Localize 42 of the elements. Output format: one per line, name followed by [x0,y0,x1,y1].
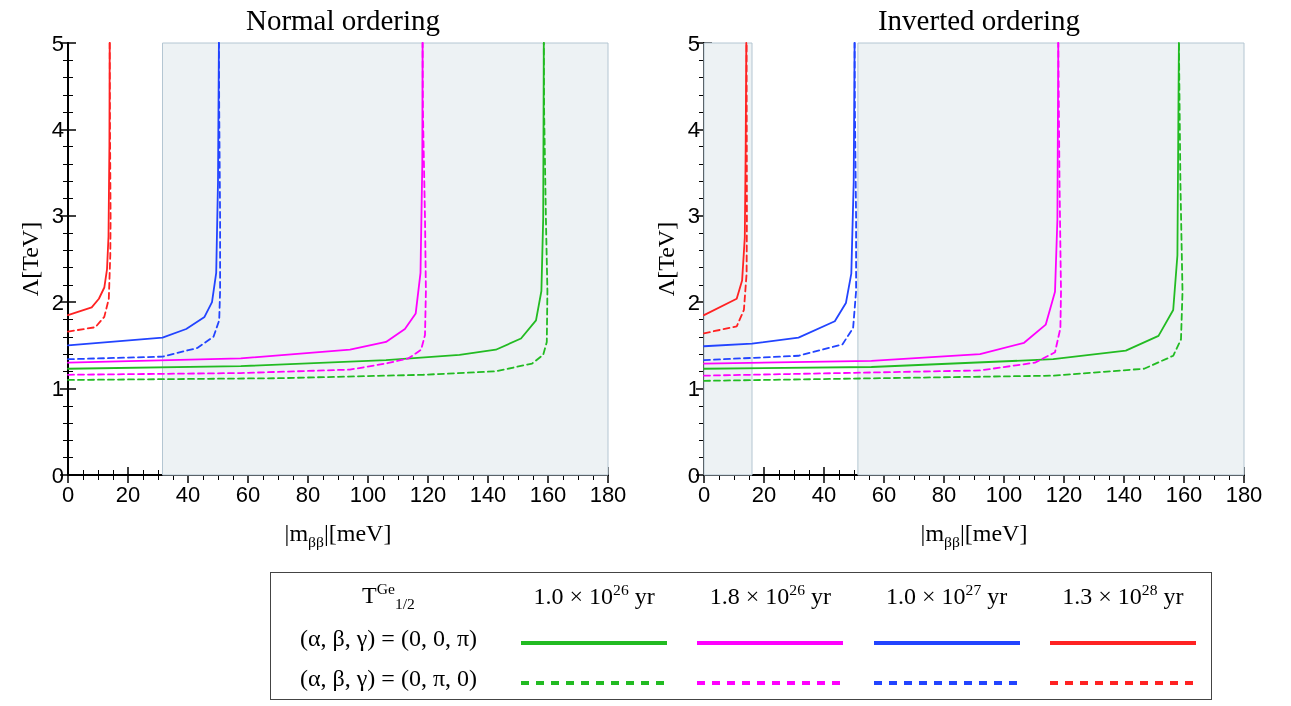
y-tick-label: 2 [687,289,700,315]
chart-title: Normal ordering [245,3,441,36]
y-tick-label: 0 [687,462,700,488]
y-tick-label: 3 [51,203,64,229]
x-axis-title: |m$_{ββ}$|[meV] [284,520,392,551]
y-tick-label: 5 [687,30,700,56]
y-tick-label: 1 [51,376,64,402]
x-tick-label: 120 [1045,481,1083,507]
x-tick-label: 100 [985,481,1023,507]
y-tick-label: 3 [687,203,700,229]
x-tick-label: 120 [409,481,447,507]
x-tick-label: 160 [529,481,567,507]
x-tick-label: 40 [811,481,837,507]
y-tick-label: 2 [51,289,64,315]
x-tick-label: 160 [1165,481,1203,507]
text: 1.3 × 10$^{28}$ yr [1061,581,1185,611]
y-tick-label: 1 [687,376,700,402]
x-tick-label: 140 [469,481,507,507]
text: 1.0 × 10$^{26}$ yr [532,581,656,611]
text: (α, β, γ) = (0, π, 0) [299,665,478,693]
x-tick-label: 40 [175,481,201,507]
x-tick-label: 80 [295,481,321,507]
chart-title: Inverted ordering [877,3,1081,36]
y-tick-label: 0 [51,462,64,488]
text: (α, β, γ) = (0, 0, π) [299,625,478,653]
y-tick-label: 5 [51,30,64,56]
text: 1.0 × 10$^{27}$ yr [885,581,1009,611]
y-tick-label: 4 [51,116,64,142]
x-tick-label: 60 [235,481,261,507]
x-tick-label: 100 [349,481,387,507]
x-tick-label: 180 [589,481,627,507]
x-tick-label: 140 [1105,481,1143,507]
x-axis-title: |m$_{ββ}$|[meV] [920,520,1028,551]
x-tick-label: 80 [931,481,957,507]
y-tick-label: 4 [687,116,700,142]
text: 1.8 × 10$^{26}$ yr [708,581,832,611]
y-axis-title: Λ[TeV] [652,221,680,297]
x-tick-label: 60 [871,481,897,507]
x-tick-label: 180 [1225,481,1263,507]
x-tick-label: 20 [751,481,777,507]
x-tick-label: 20 [115,481,141,507]
y-axis-title: Λ[TeV] [16,221,44,297]
